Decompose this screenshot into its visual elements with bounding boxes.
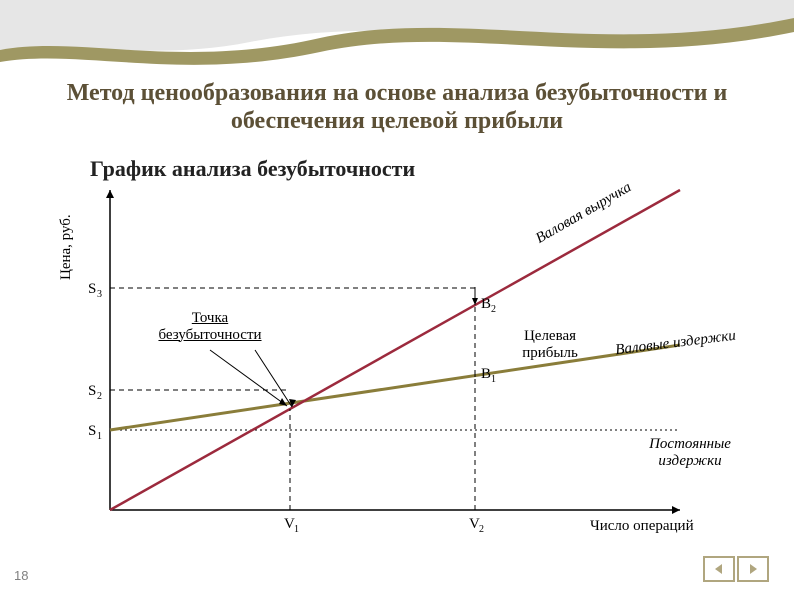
- svg-text:S: S: [88, 383, 96, 399]
- page-number: 18: [14, 568, 28, 583]
- svg-text:1: 1: [97, 431, 102, 442]
- svg-text:2: 2: [491, 304, 496, 315]
- nav-buttons: [703, 556, 769, 582]
- break-even-label: Точка безубыточности: [145, 310, 275, 343]
- fixed-cost-label: Постоянные издержки: [620, 436, 760, 469]
- svg-text:3: 3: [97, 289, 102, 300]
- slide-title: Метод ценообразования на основе анализа …: [40, 80, 754, 135]
- svg-text:S: S: [88, 423, 96, 439]
- next-button[interactable]: [737, 556, 769, 582]
- svg-text:1: 1: [294, 524, 299, 535]
- svg-text:S: S: [88, 281, 96, 297]
- svg-text:B: B: [481, 296, 491, 312]
- svg-text:1: 1: [491, 374, 496, 385]
- background-decoration: [0, 0, 794, 80]
- x-axis-label: Число операций: [590, 518, 694, 535]
- prev-button[interactable]: [703, 556, 735, 582]
- svg-text:2: 2: [479, 524, 484, 535]
- y-axis-label: Цена, руб.: [58, 214, 75, 280]
- svg-text:2: 2: [97, 391, 102, 402]
- svg-text:B: B: [481, 366, 491, 382]
- target-profit-label: Целевая прибыль: [510, 328, 590, 361]
